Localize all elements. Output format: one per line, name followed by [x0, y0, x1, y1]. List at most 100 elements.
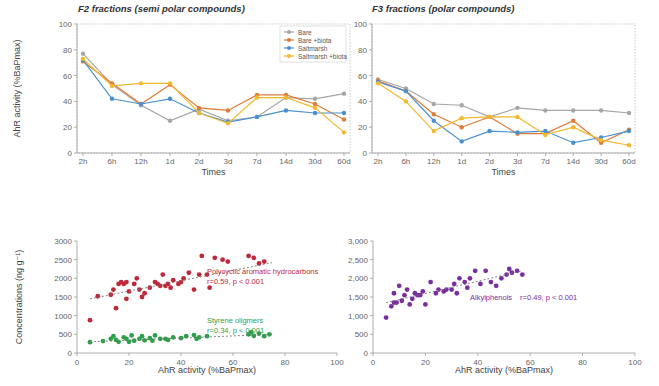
y-tick	[74, 241, 77, 242]
x-tick-label: 2d	[485, 157, 494, 166]
scatter-point	[140, 334, 145, 339]
y-tick	[74, 315, 77, 316]
x-tick	[77, 353, 78, 356]
y-tick-label: 3000	[54, 237, 72, 246]
legend: BareBare +biotaSaltmarshSaltmarsh +biota	[280, 26, 347, 62]
x-axis-label: Times	[491, 167, 516, 177]
y-tick-label: 100	[354, 20, 368, 29]
point	[81, 57, 85, 61]
point	[376, 81, 380, 85]
point	[543, 108, 547, 112]
x-tick-label: 1d	[457, 157, 466, 166]
scatter-point	[452, 282, 457, 287]
point	[487, 129, 491, 133]
x-tick-label: 3d	[513, 157, 522, 166]
y-axis	[372, 24, 373, 153]
point	[342, 91, 346, 95]
x-tick	[141, 153, 142, 156]
x-tick	[170, 153, 171, 156]
x-tick	[315, 153, 316, 156]
scatter-point	[95, 294, 100, 299]
x-tick-label: 14d	[567, 157, 580, 166]
legend-swatch	[287, 30, 291, 34]
point	[197, 111, 201, 115]
point	[432, 102, 436, 106]
y-tick	[370, 297, 373, 298]
scatter-point	[160, 272, 165, 277]
data-area	[384, 267, 525, 320]
y-tick-label: 40	[358, 97, 367, 106]
panel-2: 050010001500200025003000020406080100Conc…	[14, 237, 344, 375]
x-tick-label: 14d	[279, 157, 292, 166]
x-tick-label: 2h	[79, 157, 88, 166]
scatter-point	[199, 254, 204, 259]
x-axis	[373, 353, 635, 354]
point	[197, 106, 201, 110]
point	[284, 108, 288, 112]
x-tick-label: 2d	[195, 157, 204, 166]
scatter-point	[478, 282, 483, 287]
annotation: r=0.34, p < 0.001	[207, 326, 264, 335]
scatter-point	[251, 255, 256, 260]
y-tick	[370, 315, 373, 316]
point	[627, 111, 631, 115]
y-tick-label: 500	[355, 330, 369, 339]
point	[515, 106, 519, 110]
scatter-point	[186, 270, 191, 275]
scatter-point	[111, 287, 116, 292]
y-tick	[369, 101, 372, 102]
point	[255, 115, 259, 119]
y-tick	[369, 127, 372, 128]
y-tick	[74, 278, 77, 279]
point	[313, 111, 317, 115]
point	[342, 111, 346, 115]
y-tick-label: 0	[364, 349, 369, 358]
scatter-point	[499, 276, 504, 281]
point	[487, 115, 491, 119]
scatter-point	[462, 280, 467, 285]
y-tick-label: 80	[63, 46, 72, 55]
x-axis	[372, 153, 635, 154]
legend-swatch	[287, 38, 291, 42]
x-tick	[286, 153, 287, 156]
point	[599, 138, 603, 142]
y-tick-label: 2,000	[348, 274, 369, 283]
point	[571, 125, 575, 129]
scatter-point	[192, 287, 197, 292]
legend-label: Bare +biota	[298, 37, 332, 44]
point	[139, 102, 143, 106]
figure: 0204060801002h6h12h1d2d3d7d14d30d60dF2 f…	[0, 0, 659, 386]
y-tick-label: 3,000	[348, 237, 369, 246]
point	[255, 115, 259, 119]
x-tick	[233, 353, 234, 356]
scatter-point	[483, 268, 488, 273]
point	[543, 133, 547, 137]
point	[342, 130, 346, 134]
y-tick	[74, 101, 77, 102]
y-tick-label: 1,000	[348, 312, 369, 321]
y-tick-label: 0	[363, 149, 368, 158]
panel-1: 0204060801002h6h12h1d2d3d7d14d30d60dF3 f…	[354, 3, 636, 177]
point	[543, 129, 547, 133]
x-tick	[373, 353, 374, 356]
scatter-point	[127, 289, 132, 294]
y-tick-label: 2,500	[348, 256, 369, 265]
y-tick	[370, 278, 373, 279]
x-tick	[601, 153, 602, 156]
x-tick	[489, 153, 490, 156]
scatter-point	[468, 276, 473, 281]
y-tick-label: 0	[68, 349, 73, 358]
y-tick-label: 60	[358, 72, 367, 81]
point	[168, 119, 172, 123]
y-tick	[369, 75, 372, 76]
point	[459, 116, 463, 120]
x-tick-label: 100	[628, 358, 642, 367]
scatter-point	[509, 270, 514, 275]
point	[487, 115, 491, 119]
x-tick-label: 20	[125, 358, 134, 367]
point	[432, 112, 436, 116]
x-axis	[77, 353, 337, 354]
y-tick-label: 100	[59, 20, 73, 29]
point	[404, 89, 408, 93]
x-tick-label: 30d	[308, 157, 321, 166]
